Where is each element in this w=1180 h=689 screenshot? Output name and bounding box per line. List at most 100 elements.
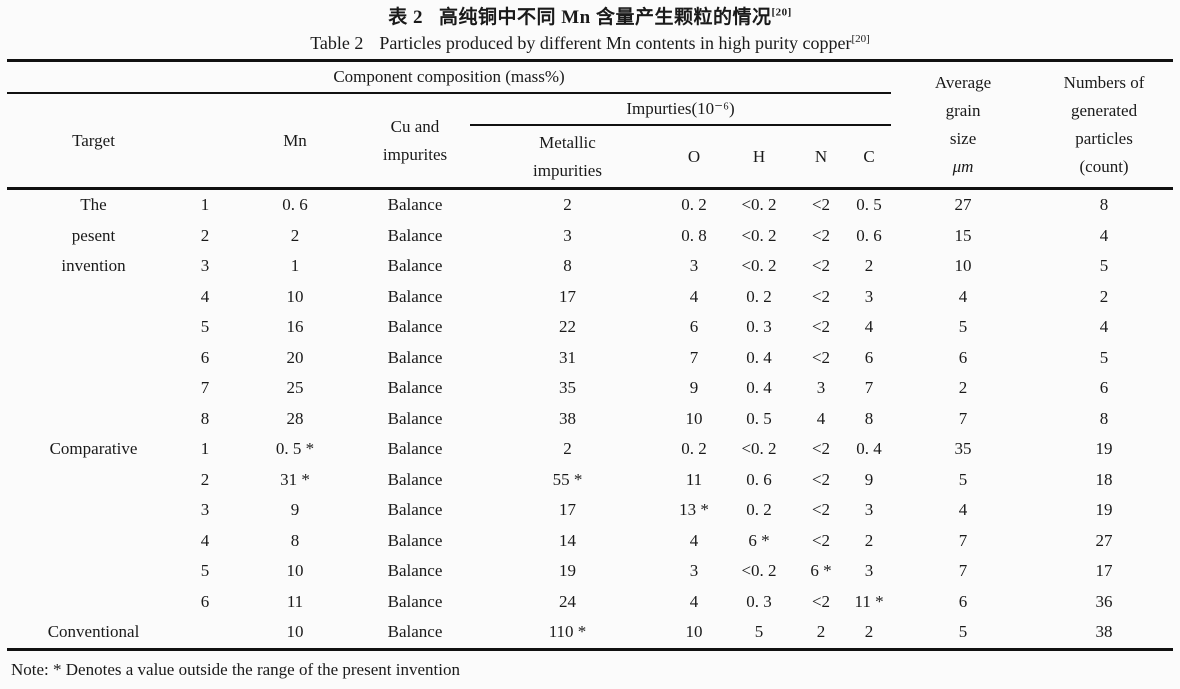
- cell-count: 8: [1099, 408, 1109, 428]
- cell-mn: 0. 5 *: [275, 439, 315, 459]
- cell-o: 11: [685, 469, 703, 489]
- cell-c: 11 *: [854, 591, 884, 611]
- cell-mn: 2: [290, 225, 300, 245]
- header-impurties-group: Impurties(10⁻⁶): [470, 93, 892, 126]
- cell-size: 10: [954, 256, 972, 276]
- cell-metallic: 8: [563, 256, 572, 276]
- cell-h: <0. 2: [723, 187, 795, 221]
- cell-no: 2: [200, 469, 210, 489]
- table-row: invention 3 1 Balance 8 3 <0. 2 <2 2 10 5: [7, 251, 1173, 282]
- cell-h: 0. 2: [746, 286, 772, 306]
- cell-no: 5: [200, 317, 210, 337]
- cell-metallic: 2: [470, 187, 665, 221]
- table-caption-chinese: 表 2 高纯铜中不同 Mn 含量产生颗粒的情况[20]: [7, 6, 1173, 30]
- cell-o: 4: [689, 286, 699, 306]
- caption-en-label: Table 2: [310, 33, 364, 53]
- cell-metallic: 35: [559, 378, 576, 398]
- cell-c: 3: [864, 561, 874, 581]
- cell-mn: 11: [286, 591, 304, 611]
- cell-mn: 28: [286, 408, 304, 428]
- cell-c: 7: [864, 378, 874, 398]
- cell-size: 15: [954, 225, 972, 245]
- cell-h: <0. 2: [741, 225, 777, 245]
- cell-no: 8: [200, 408, 210, 428]
- cell-target: Comparative: [49, 439, 138, 459]
- cell-cu: Balance: [387, 500, 443, 520]
- cell-target: [7, 526, 180, 557]
- cell-cu: Balance: [387, 591, 443, 611]
- header-target: Target: [72, 130, 115, 150]
- cell-h: 6 *: [748, 530, 770, 550]
- cell-size: 6: [958, 591, 968, 611]
- cell-c: 0. 4: [856, 439, 882, 459]
- header-row-number: [180, 93, 230, 189]
- cell-h: 0. 3: [746, 591, 772, 611]
- cell-cu: Balance: [360, 617, 470, 651]
- cell-h: 0. 4: [746, 347, 772, 367]
- cell-mn: 20: [286, 347, 304, 367]
- cell-o: 0. 2: [665, 187, 723, 221]
- header-average-grain-size: Average grain size μm: [891, 61, 1035, 189]
- cell-size: 7: [958, 408, 968, 428]
- cell-h: 0. 3: [746, 317, 772, 337]
- cell-count: 2: [1099, 286, 1109, 306]
- cell-target: [7, 373, 180, 404]
- cell-count: 8: [1035, 187, 1174, 221]
- cell-no: 7: [200, 378, 210, 398]
- header-mn: Mn: [283, 130, 307, 150]
- cell-count: 38: [1035, 617, 1174, 651]
- cell-c: 6: [864, 347, 874, 367]
- cell-cu: Balance: [387, 225, 443, 245]
- cell-count: 6: [1099, 378, 1109, 398]
- cell-size: 5: [891, 617, 1036, 651]
- cell-count: 4: [1099, 225, 1109, 245]
- cell-count: 18: [1095, 469, 1113, 489]
- cell-n: <2: [811, 469, 831, 489]
- cell-o: 13 *: [679, 500, 709, 520]
- cell-o: 4: [689, 591, 699, 611]
- cell-o: 10: [665, 617, 723, 651]
- table-row: Conventional 10 Balance 110 * 10 5 2 2 5 38: [7, 617, 1174, 651]
- cell-c: 0. 5: [847, 187, 892, 221]
- cell-metallic: 19: [559, 561, 576, 581]
- cell-count: 17: [1095, 561, 1113, 581]
- cell-cu: Balance: [387, 378, 443, 398]
- cell-target: pesent: [71, 225, 116, 245]
- cell-count: 27: [1095, 530, 1113, 550]
- cell-n: 4: [816, 408, 826, 428]
- cell-c: 3: [864, 286, 874, 306]
- table-header: Component composition (mass%) Average gr…: [7, 60, 1173, 189]
- cell-c: 9: [864, 469, 874, 489]
- caption-en-text: Particles produced by different Mn conte…: [379, 33, 852, 53]
- cell-mn: 25: [286, 378, 304, 398]
- cell-h: 0. 4: [746, 378, 772, 398]
- cell-metallic: 24: [559, 591, 576, 611]
- table-note: Note: * Denotes a value outside the rang…: [11, 659, 460, 679]
- cell-no: 4: [200, 530, 210, 550]
- cell-count: 5: [1099, 256, 1109, 276]
- table-row: 6 20 Balance 31 7 0. 4 <2 6 6 5: [7, 343, 1173, 374]
- cell-mn: 1: [290, 256, 300, 276]
- cell-count: 36: [1095, 591, 1113, 611]
- header-average-grain-size-unit: μm: [952, 156, 974, 176]
- cell-h: 0. 5: [746, 408, 772, 428]
- cell-count: 19: [1095, 500, 1113, 520]
- cell-cu: Balance: [387, 347, 443, 367]
- header-component-composition: Component composition (mass%): [7, 60, 892, 94]
- cell-h: <0. 2: [741, 439, 777, 459]
- cell-n: 2: [795, 617, 847, 651]
- header-cu-and-impurites: Cu and impurites: [382, 116, 448, 164]
- cell-h: 0. 2: [746, 500, 772, 520]
- cell-c: 2: [864, 256, 874, 276]
- cell-target: [7, 343, 180, 374]
- cell-n: 6 *: [810, 561, 832, 581]
- header-carbon: C: [863, 146, 875, 166]
- cell-metallic: 17: [559, 286, 576, 306]
- table-row: 5 16 Balance 22 6 0. 3 <2 4 5 4: [7, 312, 1173, 343]
- cell-metallic: 17: [559, 500, 576, 520]
- cell-no: 3: [200, 256, 210, 276]
- cell-size: 4: [958, 286, 968, 306]
- cell-c: 8: [864, 408, 874, 428]
- cell-target: [7, 556, 180, 587]
